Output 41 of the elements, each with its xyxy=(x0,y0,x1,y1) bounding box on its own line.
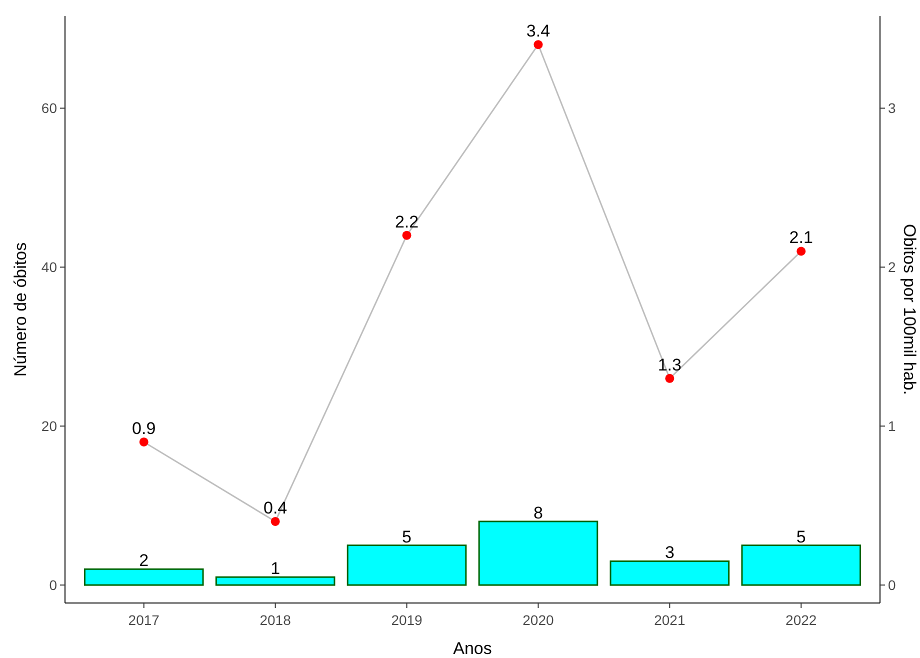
data-label: 0.9 xyxy=(132,418,156,438)
point xyxy=(402,230,412,240)
point xyxy=(796,246,806,256)
y2-tick-label: 2 xyxy=(888,259,896,276)
y-tick-label: 20 xyxy=(41,418,58,434)
data-label: 2.1 xyxy=(789,228,813,248)
data-label: 2.2 xyxy=(394,212,419,232)
bar xyxy=(346,544,467,586)
bar xyxy=(215,576,336,586)
point xyxy=(270,516,280,526)
y2-tick-label: 1 xyxy=(888,418,896,434)
y2-axis-title: Obitos por 100mil hab. xyxy=(900,224,919,396)
y2-tick-label: 0 xyxy=(888,576,896,593)
bar xyxy=(84,568,204,586)
data-label: 8 xyxy=(533,503,543,522)
data-label: 5 xyxy=(402,527,412,546)
data-label: 3.4 xyxy=(526,22,550,41)
y-axis-title: Número de óbitos xyxy=(11,242,30,377)
x-tick-label: 2017 xyxy=(128,612,160,628)
data-label: 3 xyxy=(664,543,674,562)
bar xyxy=(741,544,862,586)
bar xyxy=(478,520,598,586)
x-tick-label: 2022 xyxy=(786,612,817,628)
y2-tick-label: 3 xyxy=(888,100,896,116)
data-label: 5 xyxy=(796,527,806,546)
bar xyxy=(610,560,730,586)
y-tick-label: 60 xyxy=(41,100,58,116)
point xyxy=(534,40,543,50)
x-tick-label: 2021 xyxy=(654,612,686,628)
x-tick-label: 2019 xyxy=(391,612,423,628)
y-tick-label: 0 xyxy=(49,576,58,593)
point xyxy=(139,437,148,446)
point xyxy=(665,374,674,383)
data-label: 1.3 xyxy=(658,355,682,374)
data-label: 1 xyxy=(270,559,280,578)
data-label: 0.4 xyxy=(264,498,288,518)
y-tick-label: 40 xyxy=(41,259,58,276)
x-tick-label: 2018 xyxy=(260,612,292,628)
x-axis-title: Anos xyxy=(453,639,492,658)
data-label: 2 xyxy=(139,551,149,570)
x-tick-label: 2020 xyxy=(522,612,554,628)
